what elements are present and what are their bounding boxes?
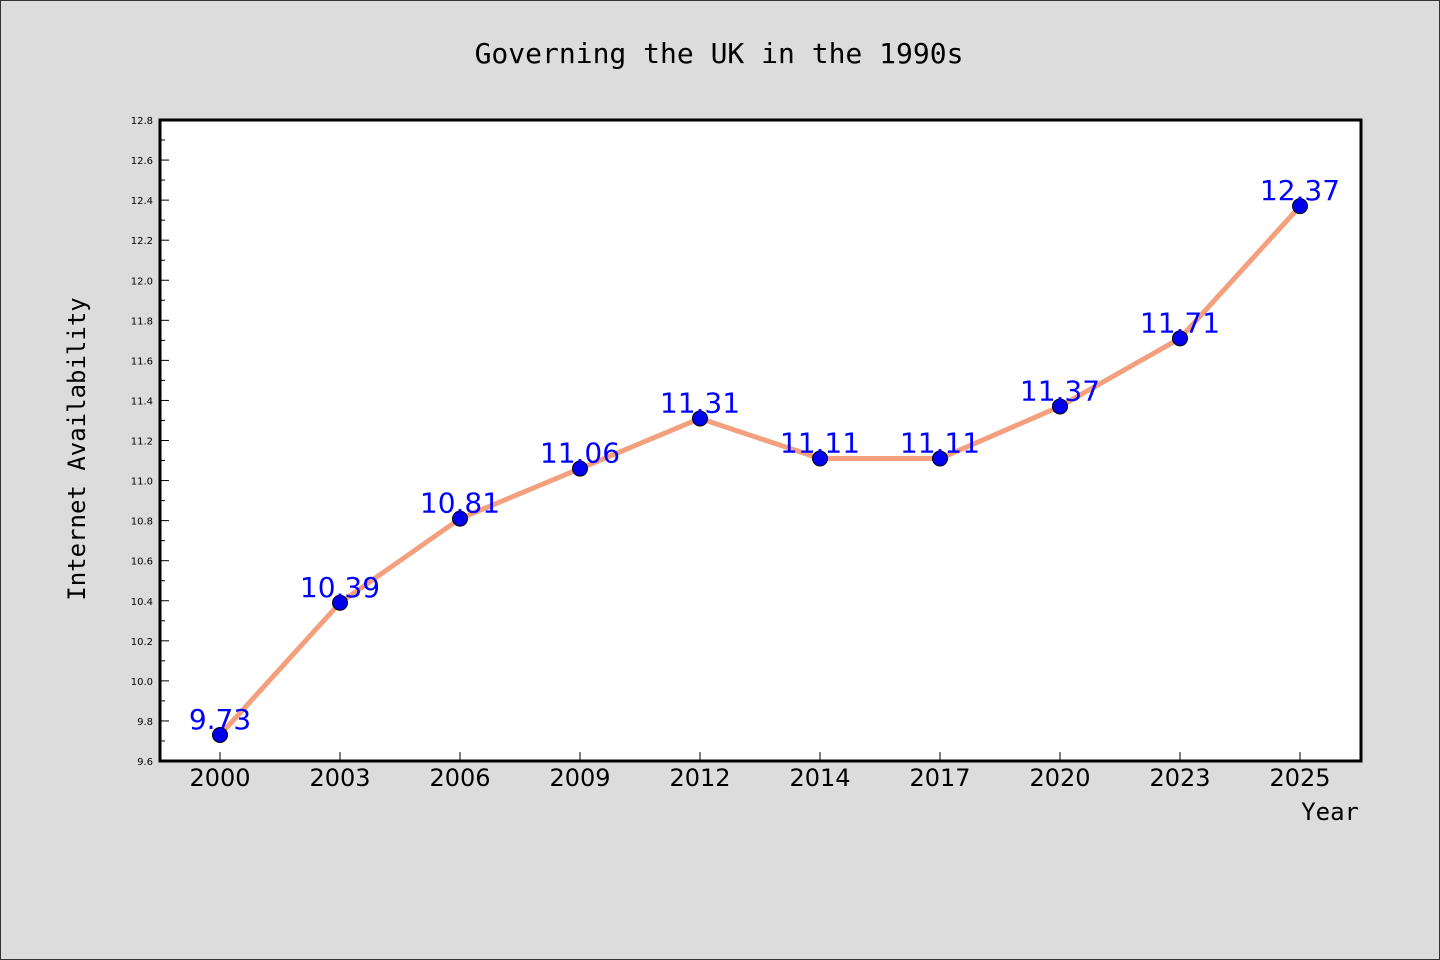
- plot-frame: [158, 118, 1363, 763]
- y-tick-label: 12.2: [131, 236, 153, 247]
- x-tick-label: 2020: [1029, 764, 1090, 792]
- data-label: 11.37: [1020, 374, 1100, 407]
- x-tick-label: 2017: [909, 764, 970, 792]
- data-labels: 9.73 10.39 10.81 11.06 11.31 11.11 11.11 11.37 1…: [189, 174, 1340, 736]
- y-tick-label: 9.8: [137, 717, 153, 728]
- x-tick-label: 2023: [1149, 764, 1210, 792]
- data-point-marker: [1292, 198, 1308, 215]
- x-tick-label: 2009: [549, 764, 610, 792]
- data-label: 11.06: [540, 437, 620, 470]
- y-axis-title: Internet Availability: [63, 297, 91, 600]
- data-label: 10.81: [420, 487, 500, 520]
- y-tick-label: 10.8: [131, 517, 153, 528]
- data-label: 10.39: [300, 571, 380, 604]
- y-tick-label: 11.0: [131, 477, 153, 488]
- data-label: 11.11: [900, 427, 980, 460]
- y-tick-label: 10.6: [131, 557, 153, 568]
- x-tick-label: 2014: [789, 764, 850, 792]
- data-point-marker: [572, 460, 588, 477]
- data-point-marker: [1052, 398, 1068, 415]
- x-tick-label: 2006: [429, 764, 490, 792]
- data-point-marker: [212, 726, 228, 743]
- data-point-marker: [932, 450, 948, 467]
- y-tick-label: 9.6: [137, 757, 153, 768]
- y-tick-label: 12.6: [131, 156, 153, 167]
- y-tick-label: 12.0: [131, 276, 153, 287]
- x-tick-label: 2003: [309, 764, 370, 792]
- data-label: 12.37: [1260, 174, 1340, 207]
- x-tick-label: 2000: [189, 764, 250, 792]
- data-label: 11.71: [1140, 306, 1220, 339]
- data-label: 11.11: [780, 427, 860, 460]
- y-tick-label: 12.8: [131, 116, 153, 127]
- data-point-marker: [1172, 330, 1188, 347]
- series-layer: [212, 198, 1308, 743]
- data-point-marker: [332, 594, 348, 611]
- data-point-marker: [692, 410, 708, 427]
- data-label: 11.31: [660, 386, 740, 419]
- x-axis-ticks: 2000 2003 2006 2009 2012 2014 2017 2020 2023 2025: [189, 752, 1331, 792]
- y-tick-label: 11.6: [131, 356, 153, 367]
- y-tick-label: 11.2: [131, 437, 153, 448]
- series-line: [217, 203, 1303, 738]
- y-tick-label: 12.4: [131, 196, 153, 207]
- chart-title: Governing the UK in the 1990s: [475, 37, 964, 70]
- y-tick-label: 11.8: [131, 316, 153, 327]
- x-axis-title: Year: [1301, 798, 1359, 826]
- data-label: 9.73: [189, 703, 251, 736]
- y-tick-label: 10.4: [131, 597, 153, 608]
- data-point-marker: [812, 450, 828, 467]
- data-point-marker: [452, 510, 468, 527]
- x-tick-label: 2012: [669, 764, 730, 792]
- x-tick-label: 2025: [1269, 764, 1330, 792]
- y-tick-label: 11.4: [131, 396, 153, 407]
- y-tick-label: 10.0: [131, 677, 153, 688]
- y-tick-label: 10.2: [131, 637, 153, 648]
